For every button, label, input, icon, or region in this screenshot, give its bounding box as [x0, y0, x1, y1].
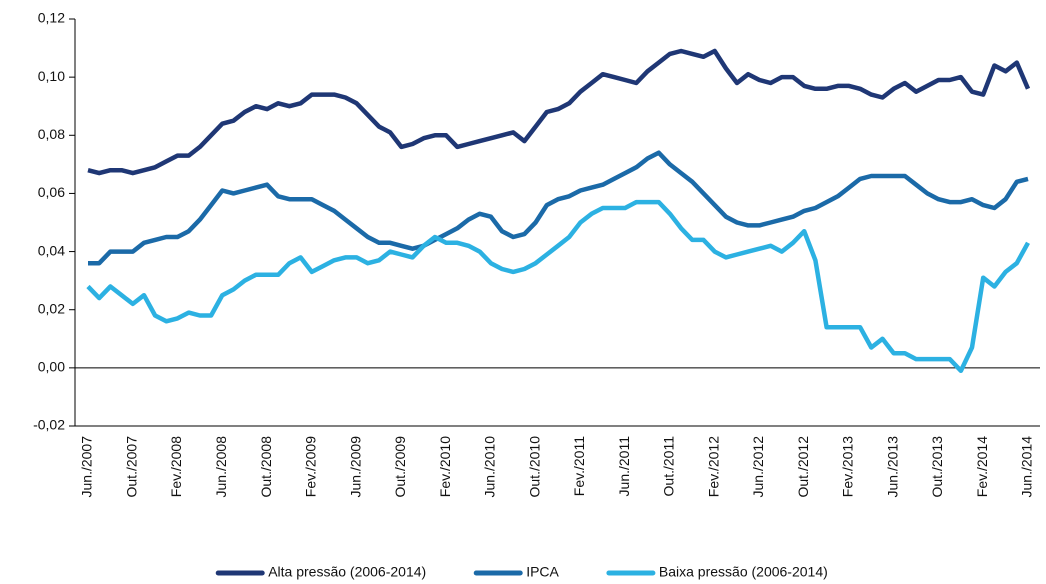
x-tick-label: Out./2007: [123, 436, 139, 498]
y-tick-label: 0,10: [38, 68, 65, 84]
x-tick-label: Jun./2008: [213, 436, 229, 498]
x-tick-label: Jun./2014: [1019, 436, 1035, 498]
x-tick-label: Jun./2010: [482, 436, 498, 498]
y-tick-label: 0,08: [38, 126, 65, 142]
y-tick-label: 0,04: [38, 242, 65, 258]
series-line: [88, 150, 1029, 266]
y-tick-label: -0,02: [33, 417, 65, 433]
x-tick-label: Out./2010: [526, 436, 542, 498]
x-tick-label: Fev./2010: [437, 436, 453, 497]
y-tick-label: 0,12: [38, 10, 65, 26]
x-tick-label: Out./2012: [795, 436, 811, 498]
series-line: [86, 199, 1030, 374]
x-tick-label: Fev./2011: [571, 436, 587, 496]
x-tick-label: Jun./2012: [750, 436, 766, 498]
x-tick-label: Jun./2009: [347, 436, 363, 498]
y-tick-label: 0,06: [38, 184, 65, 200]
x-tick-label: Fev./2009: [303, 436, 319, 497]
x-tick-label: Fev./2008: [168, 436, 184, 497]
y-tick-label: 0,00: [38, 359, 65, 375]
series-line: [87, 48, 1031, 176]
x-tick-label: Out./2013: [929, 436, 945, 498]
x-tick-label: Fev./2013: [840, 436, 856, 497]
legend-label: IPCA: [526, 564, 559, 580]
x-tick-label: Fev./2014: [974, 436, 990, 497]
legend-label: Alta pressão (2006-2014): [268, 564, 426, 580]
x-tick-label: Fev./2012: [705, 436, 721, 497]
legend-label: Baixa pressão (2006-2014): [659, 564, 828, 580]
x-tick-label: Out./2008: [258, 436, 274, 498]
x-tick-label: Out./2011: [661, 436, 677, 497]
x-tick-label: Jun./2013: [884, 436, 900, 498]
x-tick-label: Jun./2007: [79, 436, 95, 498]
y-tick-label: 0,02: [38, 300, 65, 316]
x-tick-label: Out./2009: [392, 436, 408, 498]
x-tick-label: Jun./2011: [616, 436, 632, 497]
